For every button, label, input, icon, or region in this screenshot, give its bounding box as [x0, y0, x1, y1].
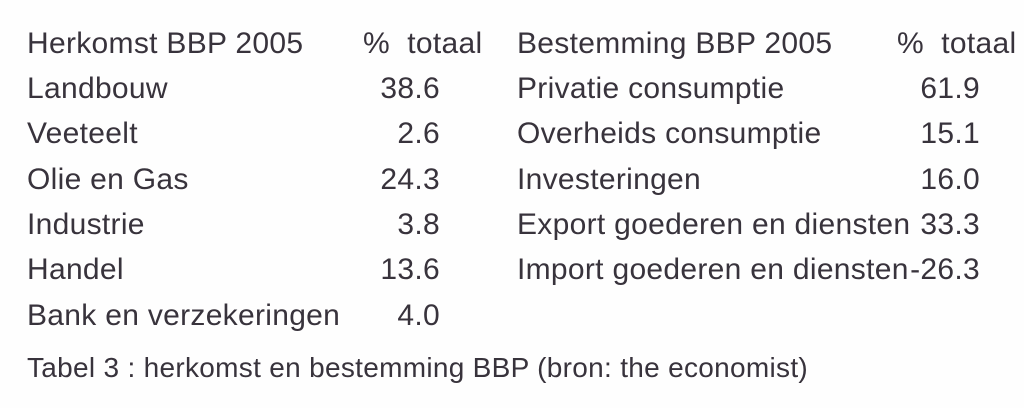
right-row-label: Privatie consumptie: [517, 72, 785, 105]
left-table-title: Herkomst BBP 2005: [27, 27, 304, 60]
left-value-column-header: % totaal: [363, 27, 483, 60]
left-row-label: Veeteelt: [27, 117, 138, 150]
right-row-label: Export goederen en diensten: [517, 208, 911, 241]
table-caption: Tabel 3 : herkomst en bestemming BBP (br…: [27, 352, 809, 383]
right-row-value: -26.3: [910, 253, 980, 286]
right-row-value: 15.1: [920, 117, 980, 150]
left-row-label: Olie en Gas: [27, 163, 189, 196]
left-row-value: 13.6: [380, 253, 440, 286]
right-row-value: 16.0: [920, 163, 980, 196]
right-row-label: Overheids consumptie: [517, 117, 822, 150]
left-row-value: 4.0: [397, 299, 440, 332]
left-row-label: Landbouw: [27, 72, 168, 105]
left-row-label: Bank en verzekeringen: [27, 299, 341, 332]
right-row-label: Import goederen en diensten: [517, 253, 909, 286]
left-row-value: 24.3: [380, 163, 440, 196]
left-row-value: 3.8: [397, 208, 440, 241]
left-row-value: 2.6: [397, 117, 440, 150]
right-table-title: Bestemming BBP 2005: [517, 27, 833, 60]
right-value-column-header: % totaal: [897, 27, 1017, 60]
left-row-value: 38.6: [380, 72, 440, 105]
right-row-value: 61.9: [920, 72, 980, 105]
right-row-value: 33.3: [920, 208, 980, 241]
left-row-label: Industrie: [27, 208, 145, 241]
right-row-label: Investeringen: [517, 163, 702, 196]
left-row-label: Handel: [27, 253, 124, 286]
